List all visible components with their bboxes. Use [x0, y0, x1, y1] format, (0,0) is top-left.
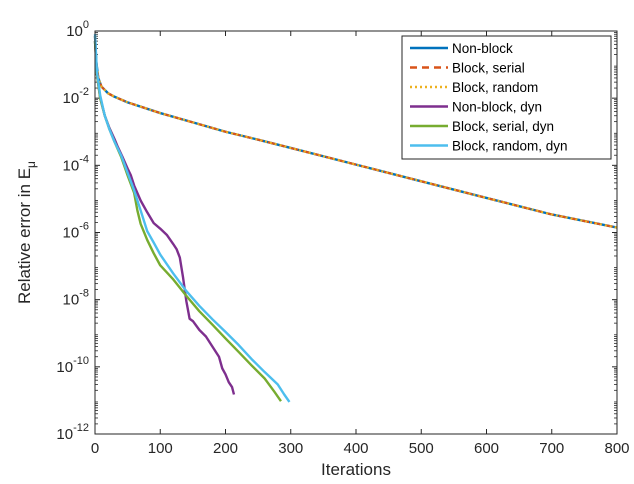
y-tick-label: 10-2 — [63, 86, 89, 107]
y-tick-exponent: 0 — [83, 19, 89, 31]
legend-label: Non-block — [452, 41, 513, 56]
tick-layer: 0 100 200 300 400 500 600 700 80010010-210-410-6… — [56, 19, 629, 457]
y-tick-exponent: -10 — [73, 355, 89, 367]
x-tick-label: 700 — [539, 440, 564, 457]
series-line-4 — [93, 41, 236, 395]
y-tick-base: 10 — [63, 157, 80, 174]
x-tick-label: 0 — [91, 440, 99, 457]
series-line-5 — [93, 41, 282, 402]
y-tick-label: 10-10 — [56, 355, 89, 376]
x-tick-label: 500 — [409, 440, 434, 457]
y-tick-base: 10 — [63, 225, 80, 242]
y-tick-exponent: -4 — [79, 153, 89, 165]
series-line-6 — [93, 34, 291, 403]
x-tick-label: 400 — [343, 440, 368, 457]
y-tick-label: 10-8 — [63, 288, 89, 309]
y-axis-label: Relative error in Eμ — [15, 161, 38, 304]
y-tick-base: 10 — [63, 90, 80, 107]
y-tick-exponent: -8 — [79, 288, 89, 300]
x-axis-label: Iterations — [321, 460, 391, 479]
y-tick-exponent: -12 — [73, 422, 89, 434]
plot-frame — [94, 30, 618, 435]
legend-label: Block, serial — [452, 61, 525, 76]
legend-label: Block, random, dyn — [452, 139, 568, 154]
x-tick-label: 800 — [604, 440, 629, 457]
legend-label: Block, random — [452, 80, 538, 95]
y-axis-label-subscript: μ — [24, 161, 38, 168]
axis-labels: Iterations Relative error in Eμ — [15, 161, 391, 479]
series-layer — [93, 34, 618, 403]
series-line-3 — [93, 36, 618, 229]
legend-label: Non-block, dyn — [452, 100, 542, 115]
y-tick-label: 10-12 — [56, 422, 89, 443]
legend-label: Block, serial, dyn — [452, 119, 554, 134]
y-tick-label: 10-4 — [63, 153, 89, 174]
y-tick-label: 100 — [66, 19, 89, 40]
y-tick-base: 10 — [63, 292, 80, 309]
x-tick-label: 200 — [213, 440, 238, 457]
y-tick-base: 10 — [56, 426, 73, 443]
x-tick-label: 600 — [474, 440, 499, 457]
x-tick-label: 100 — [148, 440, 173, 457]
legend-box — [401, 35, 612, 160]
x-tick-label: 300 — [278, 440, 303, 457]
legend: Non-block Block, serial Block, random Non-b… — [401, 35, 612, 160]
y-tick-exponent: -2 — [79, 86, 89, 98]
y-tick-exponent: -6 — [79, 221, 89, 233]
y-axis-label-text: Relative error in E — [15, 168, 34, 304]
y-tick-base: 10 — [66, 23, 83, 40]
y-tick-base: 10 — [56, 359, 73, 376]
y-tick-label: 10-6 — [63, 221, 89, 242]
